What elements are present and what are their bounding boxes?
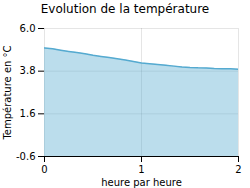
svg-text:Température en °C: Température en °C: [2, 45, 13, 140]
svg-text:1: 1: [138, 164, 144, 175]
svg-text:6.0: 6.0: [20, 23, 36, 34]
html-text:Evolution de la température: Evolution de la température: [40, 2, 210, 16]
svg-text:2: 2: [235, 164, 241, 175]
svg-text:heure par heure: heure par heure: [101, 177, 182, 188]
svg-text:1.6: 1.6: [20, 108, 36, 119]
svg-text:3.8: 3.8: [20, 65, 36, 76]
svg-text:-0.6: -0.6: [16, 151, 36, 162]
svg-text:0: 0: [41, 164, 47, 175]
